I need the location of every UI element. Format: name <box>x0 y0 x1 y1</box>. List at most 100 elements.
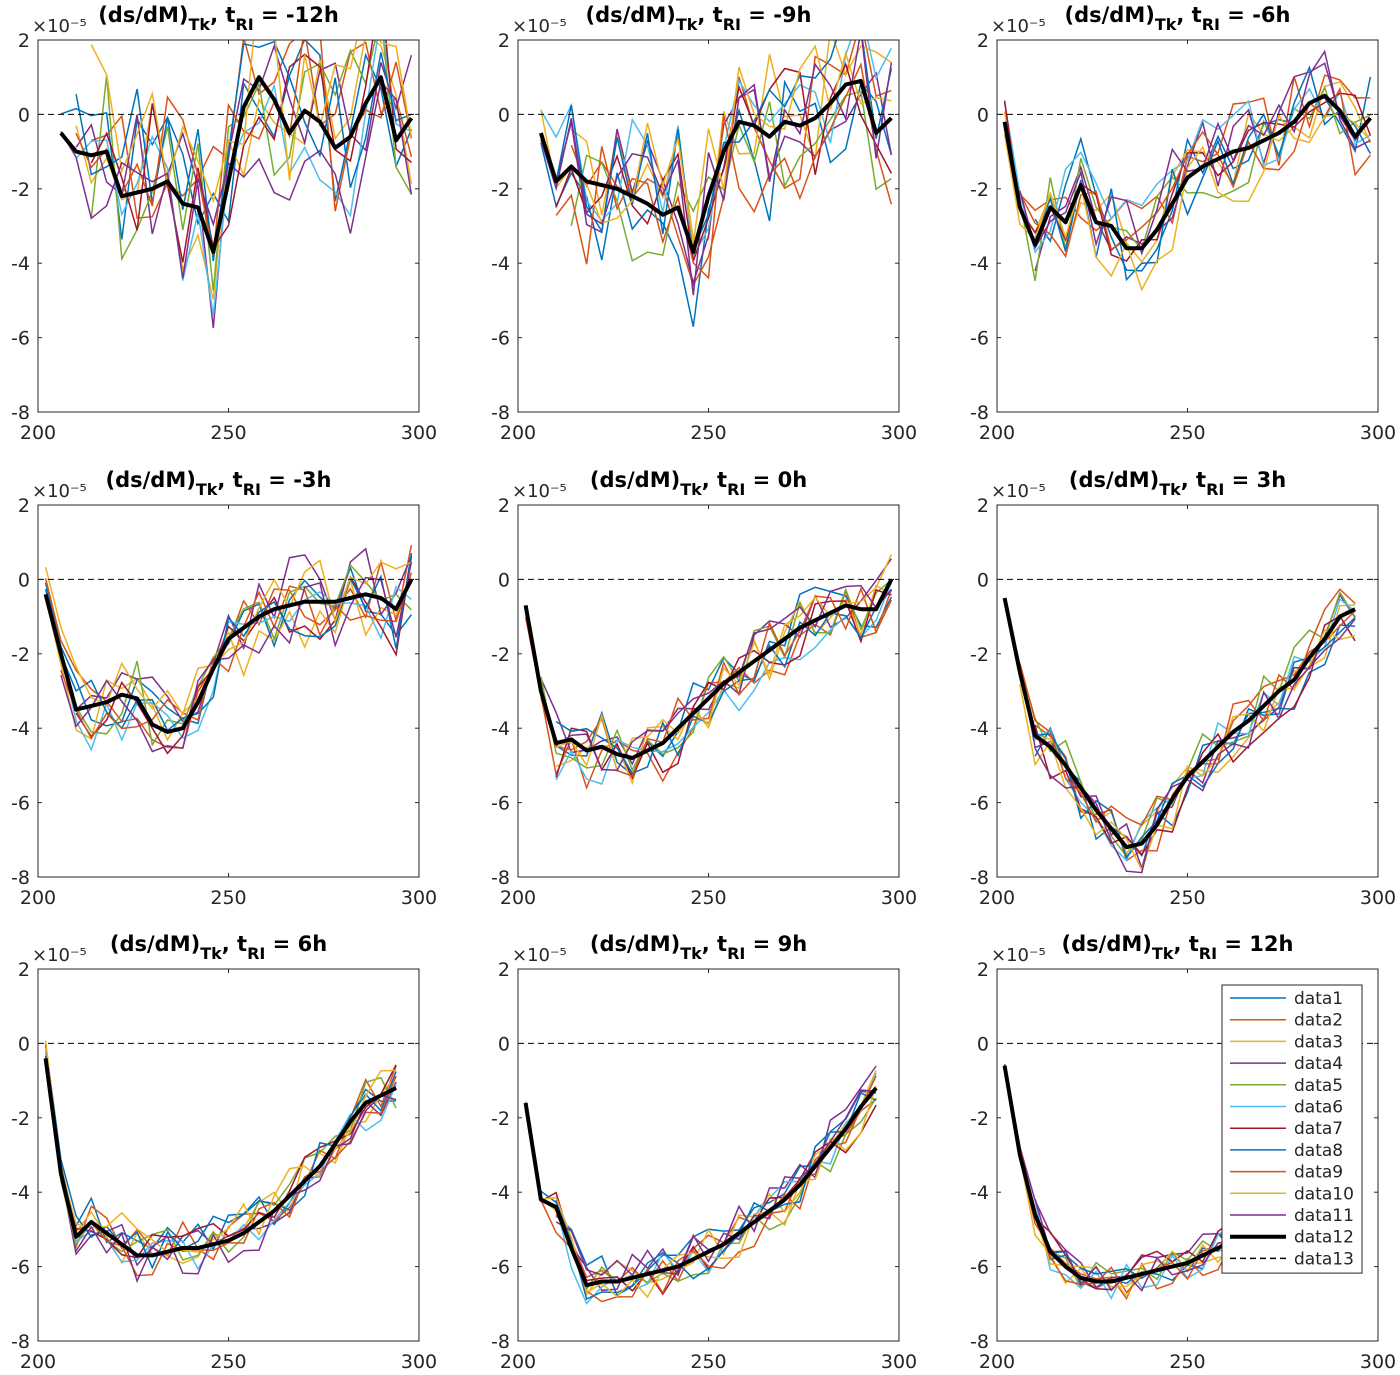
y-tick-label: 0 <box>977 569 989 591</box>
mean-line <box>538 78 893 254</box>
y-tick-label: -4 <box>970 718 989 740</box>
x-tick-label: 200 <box>979 1351 1015 1373</box>
y-tick-label: -4 <box>11 253 30 275</box>
chart-title: (ds/dM)Tk, tRI = 9h <box>590 932 807 963</box>
series-line-data11 <box>1034 618 1356 874</box>
y-tick-label: -6 <box>491 793 510 815</box>
y-tick-label: 0 <box>977 104 989 126</box>
y-tick-label: 0 <box>977 1033 989 1055</box>
y-tick-label: -2 <box>491 644 510 666</box>
x-tick-label: 200 <box>500 1351 536 1373</box>
y-tick-label: 2 <box>977 30 989 52</box>
legend-label: data4 <box>1294 1054 1343 1074</box>
plot-area <box>38 505 419 877</box>
y-tick-label: -6 <box>11 328 30 350</box>
series-line-data4 <box>1034 62 1372 272</box>
y-tick-label: -2 <box>11 179 30 201</box>
y-tick-label: -8 <box>970 867 989 889</box>
y-tick-label: -4 <box>491 718 510 740</box>
y-tick-label: 2 <box>498 30 510 52</box>
chart-panel: -8 -6 -4 -2 0 2 200 250 300 ×10⁻⁵ (ds/dM)Tk, tRI =… <box>970 3 1396 444</box>
y-tick-label: 2 <box>977 495 989 517</box>
y-tick-label: -4 <box>11 718 30 740</box>
plot-lines <box>518 1042 899 1305</box>
y-tick-label: 2 <box>18 495 30 517</box>
y-tick-label: -2 <box>970 644 989 666</box>
x-tick-label: 200 <box>979 887 1015 909</box>
x-tick-label: 300 <box>401 887 437 909</box>
y-tick-label: -6 <box>11 793 30 815</box>
series-line-data8 <box>75 40 412 262</box>
mean-line <box>59 75 414 254</box>
y-tick-label: 2 <box>18 30 30 52</box>
plot-lines <box>38 40 419 328</box>
mean-line <box>43 578 414 734</box>
chart-title: (ds/dM)Tk, tRI = 3h <box>1069 468 1286 499</box>
plot-area <box>38 969 419 1341</box>
series-line-data7 <box>1003 1064 1265 1291</box>
x-tick-label: 250 <box>690 887 726 909</box>
series-line-data1 <box>44 565 412 727</box>
x-tick-label: 300 <box>1360 887 1396 909</box>
y-tick-label: 0 <box>498 104 510 126</box>
y-tick-label: 2 <box>498 959 510 981</box>
y-tick-label: -4 <box>491 253 510 275</box>
mean-line <box>43 1058 397 1258</box>
series-line-data11 <box>60 80 413 279</box>
legend-label: data10 <box>1294 1184 1354 1204</box>
x-tick-label: 300 <box>401 1351 437 1373</box>
chart-panel: -8 -6 -4 -2 0 2 200 250 300 ×10⁻⁵ (ds/dM)Tk, tRI =… <box>491 3 917 444</box>
legend-label: data3 <box>1294 1032 1343 1052</box>
x-tick-label: 250 <box>690 1351 726 1373</box>
series-line-data9 <box>60 572 413 740</box>
x-tick-label: 200 <box>20 1351 56 1373</box>
mean-line <box>1002 597 1356 850</box>
y-tick-label: -8 <box>11 867 30 889</box>
y-tick-label: -8 <box>491 867 510 889</box>
y-tick-label: -2 <box>970 179 989 201</box>
x-tick-label: 300 <box>881 1351 917 1373</box>
x-tick-label: 250 <box>210 1351 246 1373</box>
y-tick-label: -8 <box>970 402 989 424</box>
series-line-data5 <box>1019 85 1371 282</box>
legend-label: data13 <box>1294 1249 1354 1269</box>
series-line-data7 <box>1003 92 1372 262</box>
chart-panel: -8 -6 -4 -2 0 2 200 250 300 ×10⁻⁵ (ds/dM)Tk, tRI =… <box>970 468 1396 909</box>
y-tick-label: 2 <box>498 495 510 517</box>
chart-panel: -8 -6 -4 -2 0 2 200 250 300 ×10⁻⁵ (ds/dM)Tk, tRI =… <box>11 932 437 1373</box>
x-tick-label: 200 <box>979 422 1015 444</box>
y-tick-label: -4 <box>970 1182 989 1204</box>
legend-label: data8 <box>1294 1141 1343 1161</box>
plot-lines <box>518 554 899 791</box>
exponent-label: ×10⁻⁵ <box>512 481 567 502</box>
series-line-data10 <box>1003 113 1371 292</box>
exponent-label: ×10⁻⁵ <box>32 945 87 966</box>
y-tick-label: 2 <box>977 959 989 981</box>
legend-label: data2 <box>1294 1011 1343 1031</box>
y-tick-label: -4 <box>491 1182 510 1204</box>
series-line-data10 <box>90 40 413 204</box>
chart-title: (ds/dM)Tk, tRI = 0h <box>590 468 807 499</box>
plot-lines <box>997 578 1378 874</box>
exponent-label: ×10⁻⁵ <box>512 16 567 37</box>
legend-label: data5 <box>1294 1076 1343 1096</box>
y-tick-label: -4 <box>970 253 989 275</box>
x-tick-label: 250 <box>210 422 246 444</box>
y-tick-label: 0 <box>498 569 510 591</box>
y-tick-label: -8 <box>11 402 30 424</box>
exponent-label: ×10⁻⁵ <box>991 481 1046 502</box>
y-tick-label: -4 <box>11 1182 30 1204</box>
chart-title: (ds/dM)Tk, tRI = -6h <box>1065 3 1291 34</box>
y-tick-label: -8 <box>491 402 510 424</box>
series-line-data10 <box>44 559 412 716</box>
mean-line <box>523 1086 878 1288</box>
x-tick-label: 250 <box>1169 1351 1205 1373</box>
series-line-data9 <box>60 1075 397 1277</box>
series-line-data10 <box>1003 1068 1265 1288</box>
x-tick-label: 250 <box>210 887 246 909</box>
plot-area <box>518 969 899 1341</box>
legend-label: data12 <box>1294 1228 1354 1248</box>
exponent-label: ×10⁻⁵ <box>991 16 1046 37</box>
series-line-data7 <box>540 1104 877 1296</box>
